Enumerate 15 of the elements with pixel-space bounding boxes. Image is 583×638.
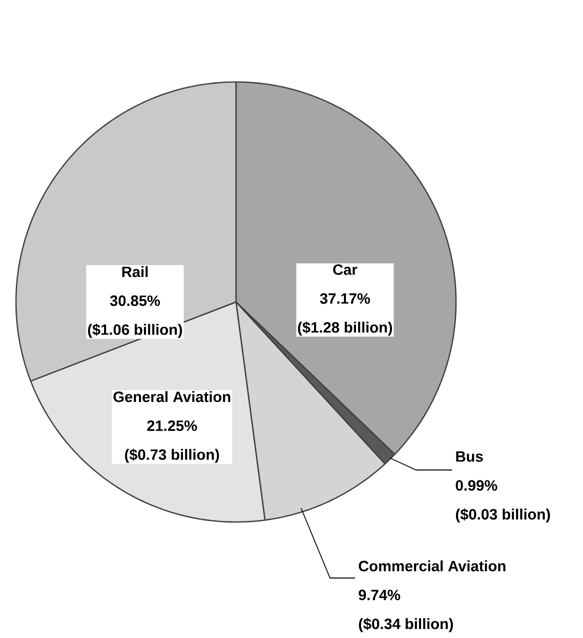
data-label: 21.25% xyxy=(147,420,197,432)
text: ($1.28 billion) xyxy=(298,321,392,336)
data-label: 30.85% xyxy=(110,295,160,306)
slice-label: Car xyxy=(333,264,358,275)
data-label: 0.99% xyxy=(456,480,498,491)
data-label: 9.74% xyxy=(358,590,400,600)
slice-label: Bus xyxy=(456,451,483,462)
text: ($0.03 billion) xyxy=(456,508,550,523)
slice-label: General Aviation xyxy=(114,391,230,402)
slice-label: Commercial Aviation xyxy=(358,560,506,572)
data-label: 37.17% xyxy=(320,293,370,304)
slice-label: Rail xyxy=(122,266,148,278)
text: ($0.73 billion) xyxy=(125,448,220,463)
text: ($0.34 billion) xyxy=(358,618,453,632)
text: ($1.06 billion) xyxy=(88,324,182,338)
